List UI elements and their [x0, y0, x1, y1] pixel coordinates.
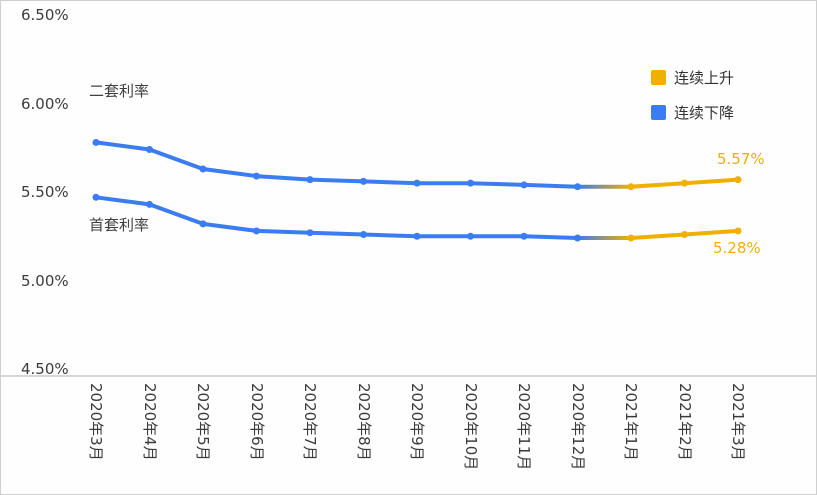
legend-item-fall[interactable]: 连续下降	[651, 102, 734, 123]
data-point	[306, 176, 314, 184]
data-point	[360, 177, 367, 185]
x-axis-label: 2021年2月	[675, 383, 694, 461]
series-first-home-rate	[92, 193, 742, 242]
data-point	[467, 232, 474, 240]
data-point	[92, 138, 100, 146]
y-axis-label: 5.00%	[21, 271, 69, 290]
series-second-home-rate	[92, 138, 742, 191]
end-value-second-home: 5.57%	[717, 150, 765, 168]
x-axis-label: 2020年5月	[194, 383, 212, 461]
legend-item-rise[interactable]: 连续上升	[651, 67, 734, 88]
x-axis-label: 2020年6月	[247, 383, 266, 461]
data-point	[92, 193, 100, 201]
x-axis-label: 2020年10月	[461, 383, 480, 471]
data-point	[146, 146, 153, 154]
data-point	[413, 232, 421, 240]
series-label-second-home: 二套利率	[89, 82, 150, 100]
y-axis-label: 4.50%	[21, 360, 69, 378]
data-point	[413, 179, 421, 187]
y-axis-label: 5.50%	[21, 183, 69, 201]
data-point	[467, 179, 474, 187]
data-point	[146, 200, 153, 208]
data-point	[520, 181, 528, 189]
rise-swatch-icon	[651, 70, 666, 85]
data-point	[306, 229, 314, 237]
y-axis-label: 6.50%	[21, 6, 69, 24]
x-axis-label: 2021年1月	[622, 383, 640, 461]
x-axis-label: 2021年3月	[729, 383, 747, 461]
legend-label-fall: 连续下降	[674, 104, 735, 122]
data-point	[681, 179, 688, 187]
fall-swatch-icon	[651, 105, 666, 120]
data-point	[574, 183, 581, 191]
data-point	[734, 176, 742, 184]
legend-label-rise: 连续上升	[674, 69, 735, 87]
series-label-first-home: 首套利率	[89, 216, 150, 234]
data-point	[734, 227, 742, 235]
legend: 连续上升 连续下降	[651, 67, 734, 123]
x-axis-label: 2020年7月	[301, 383, 319, 461]
x-axis-label: 2020年4月	[140, 383, 159, 461]
x-axis-label: 2020年12月	[568, 383, 587, 471]
x-axis-label: 2020年3月	[87, 383, 105, 461]
x-axis-label: 2020年9月	[408, 383, 426, 461]
y-axis-label: 6.00%	[21, 94, 69, 113]
data-point	[199, 220, 207, 228]
data-point	[574, 234, 581, 242]
data-point	[627, 183, 635, 191]
data-point	[520, 232, 528, 240]
data-point	[360, 230, 367, 238]
data-point	[681, 230, 688, 238]
x-axis-label: 2020年8月	[354, 383, 373, 461]
data-point	[199, 165, 207, 173]
end-value-first-home: 5.28%	[713, 239, 761, 257]
data-point	[627, 234, 635, 242]
x-axis-label: 2020年11月	[515, 383, 533, 471]
data-point	[253, 227, 260, 235]
data-point	[253, 172, 260, 180]
